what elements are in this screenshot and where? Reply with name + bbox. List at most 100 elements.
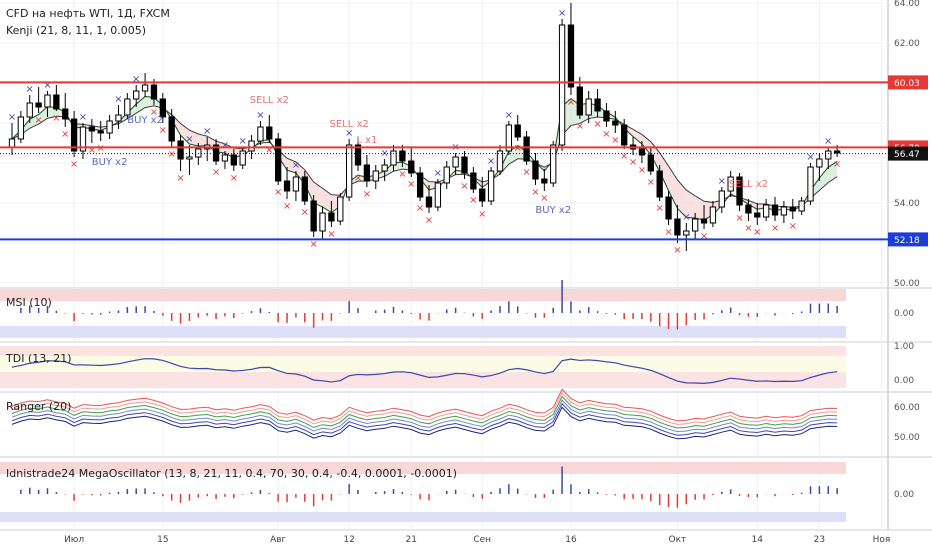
candle-body — [833, 150, 841, 154]
sell-cross-marker: × — [425, 215, 433, 226]
buy-cross-marker: × — [345, 128, 353, 139]
sell-signal-label: L x1 — [356, 135, 377, 146]
ranger-band-line — [11, 402, 838, 436]
msi-pane-label: MSI (10) — [6, 296, 52, 309]
buy-cross-marker: × — [824, 136, 832, 147]
level-price-tag — [888, 75, 928, 90]
bearish-cloud — [322, 188, 332, 213]
candle-body — [53, 94, 60, 110]
sell-cross-marker: × — [629, 157, 637, 168]
bearish-cloud — [677, 179, 687, 218]
candle-body — [408, 160, 415, 174]
ranger-band-line — [11, 406, 838, 440]
sell-cross-marker: × — [61, 129, 69, 140]
bearish-cloud — [659, 152, 669, 191]
candle-body — [700, 218, 708, 224]
ranger-tick-label: 50.00 — [894, 433, 920, 443]
sell-cross-marker: × — [522, 167, 530, 178]
candle-body — [425, 196, 433, 208]
candle-body — [88, 126, 96, 132]
candle-body — [26, 102, 33, 118]
buy-cross-marker: × — [114, 94, 122, 105]
candle-body — [372, 170, 379, 182]
sell-cross-marker: × — [168, 149, 176, 160]
sell-cross-marker: × — [540, 193, 548, 204]
candle-body — [416, 172, 424, 198]
candle-body — [532, 160, 539, 180]
candle-body — [337, 196, 344, 222]
candle-body — [727, 176, 734, 192]
sell-cross-marker: × — [309, 239, 317, 250]
msi-lower-band — [0, 326, 846, 338]
candle-body — [612, 120, 619, 126]
candle-body — [248, 140, 255, 152]
time-axis-label: Ноя — [873, 535, 891, 545]
candle-body — [106, 120, 113, 134]
sell-cross-marker: × — [274, 187, 282, 198]
sell-cross-marker: × — [407, 179, 415, 190]
candle-body — [328, 212, 335, 222]
candle-body — [807, 166, 814, 202]
sell-cross-marker: × — [789, 221, 797, 232]
candle-body — [470, 172, 477, 190]
sell-cross-marker: × — [700, 231, 708, 242]
bearish-cloud — [695, 195, 705, 221]
candle-body — [319, 212, 326, 232]
buy-cross-marker: × — [132, 74, 140, 85]
bullish-cloud — [384, 162, 394, 177]
candle-body — [221, 154, 229, 162]
candle-body — [745, 204, 752, 214]
candle-body — [212, 144, 220, 162]
sell-cross-marker: × — [212, 167, 220, 178]
tdi-upper-zone — [0, 346, 846, 356]
tdi-line — [11, 358, 838, 385]
candle-body — [674, 218, 681, 236]
candle-body — [762, 204, 770, 218]
bearish-cloud — [641, 134, 651, 155]
buy-cross-marker: × — [256, 110, 264, 121]
sell-cross-marker: × — [70, 159, 78, 170]
sell-cross-marker: × — [88, 145, 96, 156]
sell-cross-marker: × — [567, 97, 575, 108]
buy-cross-marker: × — [185, 134, 193, 145]
candle-body — [97, 130, 104, 134]
time-axis-label: 15 — [157, 535, 168, 545]
price-tick-label: 50.00 — [894, 279, 920, 289]
sell-cross-marker: × — [531, 187, 539, 198]
candle-body — [550, 144, 557, 184]
candle-body — [683, 230, 690, 236]
bullish-cloud — [38, 106, 48, 125]
candle-body — [523, 136, 530, 162]
tdi-middle-zone — [0, 356, 846, 372]
candle-body — [133, 90, 140, 100]
mega-lower-band — [0, 512, 846, 522]
candle-body — [736, 176, 743, 206]
bearish-cloud — [650, 141, 660, 172]
bearish-cloud — [633, 129, 642, 144]
sell-cross-marker: × — [363, 189, 371, 200]
buy-signal-label: BUY x2 — [127, 115, 163, 126]
candle-body — [816, 158, 823, 168]
buy-cross-marker: × — [238, 136, 246, 147]
mega-tick-label: 0.00 — [894, 490, 914, 500]
indicator-label: Kenji (21, 8, 11, 1, 0.005) — [6, 24, 147, 37]
level-price-label: 60.03 — [894, 79, 920, 89]
buy-cross-marker: × — [434, 168, 442, 179]
sell-cross-marker: × — [647, 177, 655, 188]
bearish-cloud — [686, 190, 696, 219]
time-axis-label: 12 — [343, 535, 354, 545]
candle-body — [647, 154, 654, 172]
candle-body — [603, 110, 610, 122]
fast-ma-line — [11, 95, 838, 221]
price-tick-label: 54.00 — [894, 199, 920, 209]
level-price-tag — [888, 232, 928, 247]
candle-body — [621, 124, 628, 146]
bearish-cloud — [189, 130, 199, 147]
msi-tick-label: 0.00 — [894, 309, 914, 319]
sell-signal-label: SELL x2 — [729, 179, 768, 190]
sell-signal-label: SELL x2 — [250, 95, 289, 106]
candle-body — [257, 126, 264, 142]
buy-signal-label: BUY x2 — [535, 205, 571, 216]
candle-body — [239, 150, 246, 166]
